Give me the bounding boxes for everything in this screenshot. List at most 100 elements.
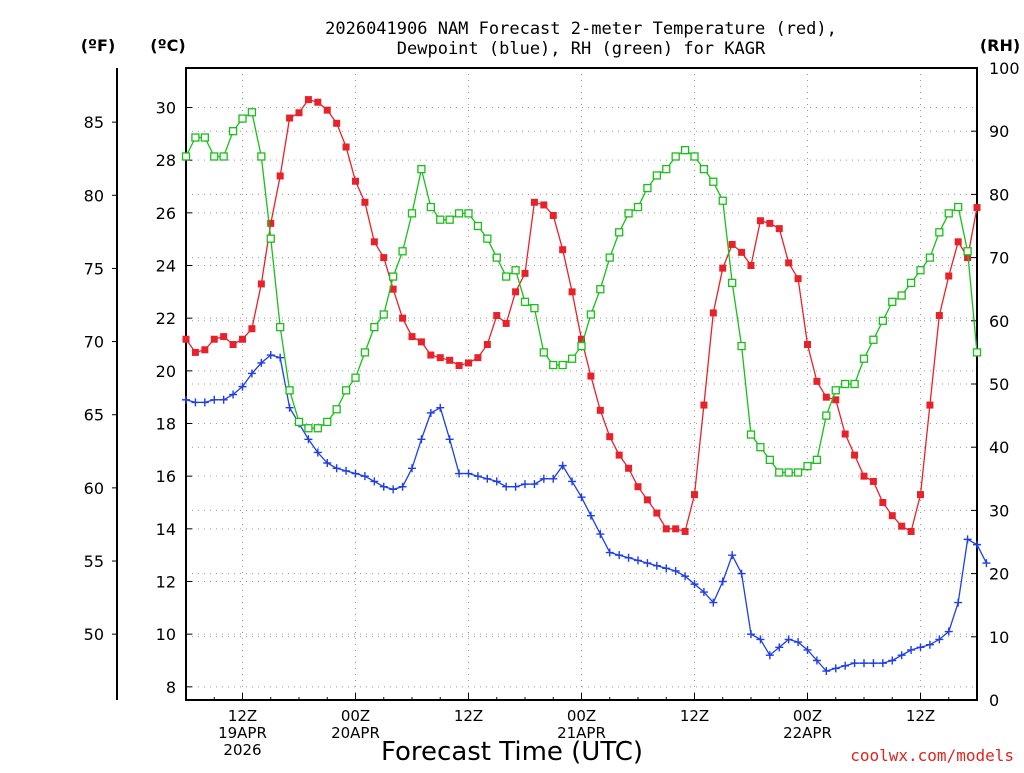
x-axis-label: Forecast Time (UTC) <box>381 737 643 767</box>
dewpoint-point-45 <box>605 548 614 557</box>
dewpoint-point-17 <box>342 466 351 475</box>
dewpoint-point-48 <box>634 556 642 565</box>
temperature-point-70 <box>841 430 849 438</box>
dewpoint-point-43 <box>586 511 595 520</box>
rh-point-7 <box>247 108 257 117</box>
temperature-point-8 <box>257 280 265 288</box>
temperature-point-80 <box>935 312 943 320</box>
c-tick-label-1: 10 <box>156 625 176 644</box>
x-tick-label-0-2: 2026 <box>223 741 261 759</box>
temperature-point-20 <box>370 238 378 246</box>
dewpoint-point-16 <box>332 464 341 473</box>
temperature-point-24 <box>408 333 416 341</box>
dewpoint-point-71 <box>850 659 859 668</box>
f-tick-label-2: 60 <box>84 479 104 498</box>
temperature-point-31 <box>474 354 482 362</box>
temperature-point-34 <box>502 319 510 327</box>
dewpoint-point-79 <box>925 640 934 649</box>
rh-point-79 <box>925 253 935 262</box>
rh-point-1 <box>191 133 200 142</box>
temperature-point-84 <box>973 204 981 212</box>
dewpoint-point-84 <box>973 540 981 549</box>
x-tick-label-5-1: 22APR <box>783 724 832 742</box>
rh-point-72 <box>859 354 869 363</box>
rh-point-82 <box>954 202 963 212</box>
dewpoint-point-77 <box>907 645 916 654</box>
rh-tick-label-9: 90 <box>989 122 1009 141</box>
temperature-point-27 <box>436 354 444 362</box>
dewpoint-point-3 <box>210 395 219 404</box>
dewpoint-point-54 <box>690 580 699 589</box>
temperature-point-26 <box>427 351 435 359</box>
rh-point-59 <box>737 341 746 351</box>
temperature-point-10 <box>276 172 284 180</box>
temperature-point-41 <box>568 288 576 296</box>
dewpoint-point-53 <box>681 572 690 581</box>
temperature-point-75 <box>888 512 896 520</box>
rh-point-52 <box>671 152 680 161</box>
temperature-point-74 <box>879 499 887 506</box>
rh-point-62 <box>765 455 774 464</box>
temperature-point-32 <box>483 341 491 348</box>
c-tick-label-3: 14 <box>156 520 176 539</box>
temperature-point-40 <box>559 246 567 254</box>
rh-point-46 <box>615 228 624 237</box>
temperature-point-28 <box>446 356 454 364</box>
rh-point-83 <box>963 247 972 256</box>
temperature-point-82 <box>954 238 962 246</box>
dewpoint-point-7 <box>247 369 256 378</box>
rh-tick-label-0: 0 <box>989 691 999 710</box>
dewpoint-point-73 <box>869 659 878 668</box>
temperature-point-18 <box>352 177 359 185</box>
dewpoint-point-85 <box>982 559 991 568</box>
dewpoint-point-70 <box>841 661 850 670</box>
dewpoint-point-28 <box>445 435 454 444</box>
rh-point-55 <box>699 164 709 174</box>
temperature-point-15 <box>323 106 331 114</box>
c-tick-label-5: 18 <box>156 415 176 434</box>
dewpoint-point-23 <box>398 482 407 491</box>
temperature-point-33 <box>493 312 501 320</box>
dewpoint-point-11 <box>285 403 294 412</box>
rh-point-54 <box>690 152 699 161</box>
dewpoint-point-62 <box>765 651 774 660</box>
dewpoint-point-47 <box>624 553 633 562</box>
temperature-point-66 <box>804 341 811 348</box>
rh-point-63 <box>775 468 784 477</box>
dewpoint-point-82 <box>954 598 963 607</box>
rh-point-84 <box>972 348 982 357</box>
temperature-point-9 <box>267 219 275 227</box>
rh-line <box>185 111 978 474</box>
rh-point-33 <box>492 253 501 262</box>
rh-point-25 <box>417 164 426 174</box>
dewpoint-point-26 <box>426 408 435 417</box>
dewpoint-point-75 <box>888 656 897 665</box>
rh-tick-label-2: 20 <box>989 565 1009 584</box>
dewpoint-point-55 <box>699 588 708 597</box>
rh-point-13 <box>304 424 313 433</box>
rh-point-37 <box>530 304 539 313</box>
rh-point-30 <box>464 209 473 218</box>
temperature-point-11 <box>286 114 294 122</box>
f-tick-label-1: 55 <box>84 552 104 571</box>
x-tick-label-0-0: 12Z <box>228 707 257 725</box>
temperature-point-81 <box>945 272 953 280</box>
temperature-point-4 <box>220 333 228 341</box>
dewpoint-point-5 <box>229 390 238 399</box>
temperature-point-69 <box>832 396 840 404</box>
dewpoint-point-35 <box>511 482 520 491</box>
rh-point-68 <box>822 411 831 420</box>
temperature-point-14 <box>314 98 322 106</box>
rh-point-16 <box>332 405 341 414</box>
rh-point-12 <box>294 417 304 427</box>
dewpoint-point-10 <box>276 353 285 362</box>
dewpoint-point-78 <box>916 643 925 652</box>
rh-point-70 <box>841 379 850 389</box>
f-tick-label-3: 65 <box>84 406 104 425</box>
rh-tick-label-1: 10 <box>989 628 1009 647</box>
temperature-point-44 <box>596 406 604 414</box>
rh-point-74 <box>878 316 887 325</box>
rh-point-50 <box>652 171 661 180</box>
temperature-point-58 <box>728 240 736 248</box>
